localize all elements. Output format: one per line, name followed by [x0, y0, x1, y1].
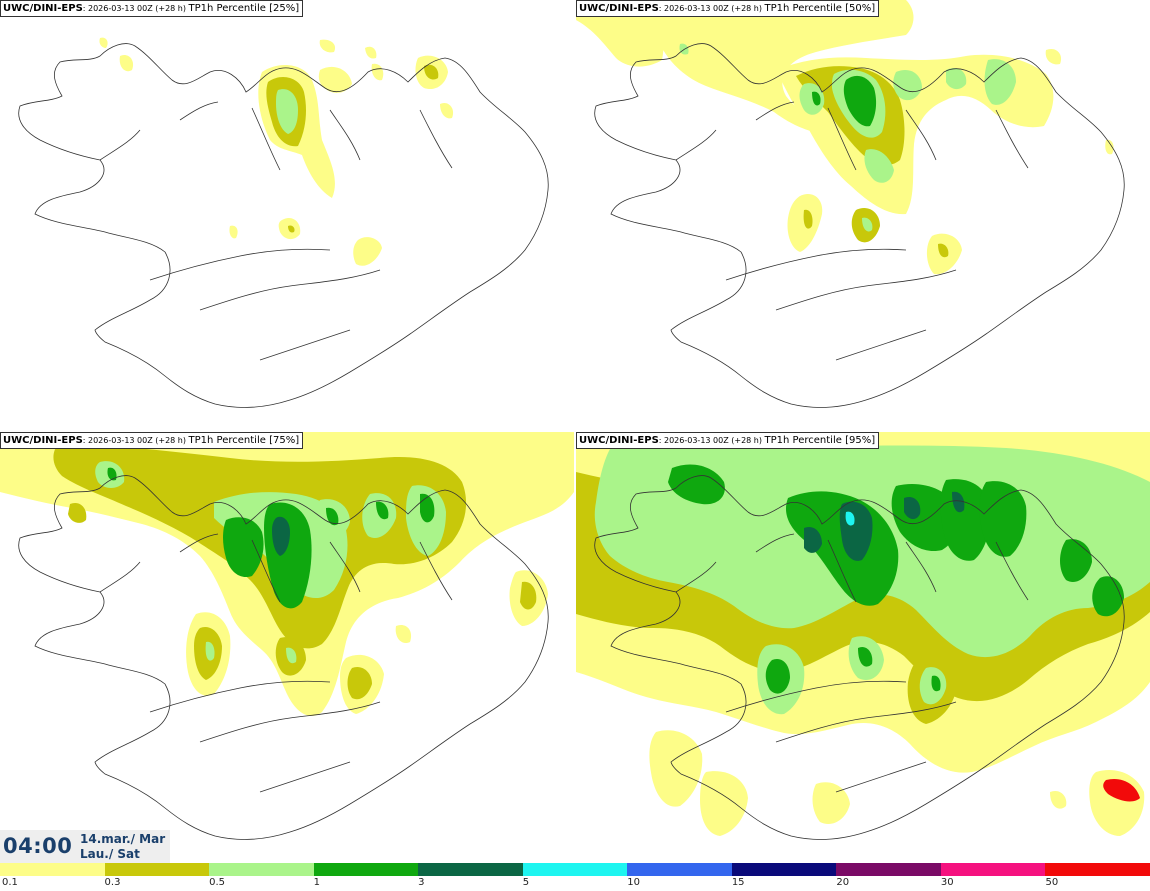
colorbar-segment [940, 863, 1047, 876]
coastline [594, 43, 1125, 408]
map-p50 [576, 0, 1125, 408]
valid-date-line2: Lau./ Sat [80, 847, 140, 861]
map-p95 [576, 432, 1150, 840]
map-panel-p75: UWC/DINI-EPS: 2026-03-13 00Z (+28 h) TP1… [0, 432, 574, 863]
panel-title: UWC/DINI-EPS: 2026-03-13 00Z (+28 h) TP1… [0, 0, 304, 17]
coastline [18, 43, 549, 408]
colorbar-tick-label: 0.3 [104, 877, 121, 888]
colorbar-segment [418, 863, 524, 876]
map-p25 [18, 37, 549, 408]
model-name: UWC/DINI-EPS [579, 435, 659, 446]
colorbar-segment [731, 863, 838, 876]
colorbar-segment [313, 863, 420, 876]
valid-date-line1: 14.mar./ Mar [80, 832, 166, 846]
model-name: UWC/DINI-EPS [3, 3, 83, 14]
run-info: : 2026-03-13 00Z (+28 h) [82, 436, 189, 445]
precip-field [99, 37, 454, 266]
panel-title: UWC/DINI-EPS: 2026-03-13 00Z (+28 h) TP1… [576, 432, 880, 449]
precip-field [576, 0, 1114, 275]
colorbar-tick-label: 5 [522, 877, 530, 888]
coastline [594, 475, 1125, 840]
coastline [18, 475, 549, 840]
variable-label: TP1h Percentile [75%] [188, 435, 300, 446]
valid-time-box: 04:00 14.mar./ Mar Lau./ Sat [0, 830, 170, 863]
run-info: : 2026-03-13 00Z (+28 h) [82, 4, 189, 13]
precip-field [0, 432, 574, 717]
colorbar-tick-label: 30 [940, 877, 954, 888]
valid-time-clock: 04:00 [3, 834, 73, 858]
variable-label: TP1h Percentile [50%] [764, 3, 876, 14]
precip-field [576, 432, 1150, 836]
colorbar-segment [836, 863, 942, 876]
colorbar-tick-label: 1 [313, 877, 320, 888]
model-name: UWC/DINI-EPS [579, 3, 659, 14]
colorbar-tick-label: 15 [731, 877, 745, 888]
colorbar-tick-label: 3 [418, 877, 425, 888]
colorbar-tick-label: 0.1 [2, 877, 18, 888]
map-panel-p50: UWC/DINI-EPS: 2026-03-13 00Z (+28 h) TP1… [576, 0, 1150, 431]
colorbar-segment [209, 863, 315, 876]
colorbar-tick-label: 0.5 [209, 877, 225, 888]
map-panel-p95: UWC/DINI-EPS: 2026-03-13 00Z (+28 h) TP1… [576, 432, 1150, 863]
colorbar-segment [104, 863, 211, 876]
colorbar-segment [1045, 863, 1150, 876]
colorbar-ticks: 0.1 0.3 0.5 1 3 5 10 15 20 30 50 [0, 876, 1150, 891]
colorbar-segment [0, 863, 106, 876]
colorbar-segment [627, 863, 733, 876]
run-info: : 2026-03-13 00Z (+28 h) [658, 436, 765, 445]
colorbar-tick-label: 50 [1045, 877, 1059, 888]
colorbar-tick-label: 10 [627, 877, 640, 888]
map-p75 [0, 432, 574, 840]
colorbar-segment [522, 863, 629, 876]
map-panel-p25: UWC/DINI-EPS: 2026-03-13 00Z (+28 h) TP1… [0, 0, 574, 431]
run-info: : 2026-03-13 00Z (+28 h) [658, 4, 765, 13]
colorbar [0, 863, 1150, 876]
panel-title: UWC/DINI-EPS: 2026-03-13 00Z (+28 h) TP1… [0, 432, 304, 449]
panel-title: UWC/DINI-EPS: 2026-03-13 00Z (+28 h) TP1… [576, 0, 880, 17]
variable-label: TP1h Percentile [95%] [764, 435, 876, 446]
variable-label: TP1h Percentile [25%] [188, 3, 300, 14]
colorbar-tick-label: 20 [836, 877, 850, 888]
model-name: UWC/DINI-EPS [3, 435, 83, 446]
